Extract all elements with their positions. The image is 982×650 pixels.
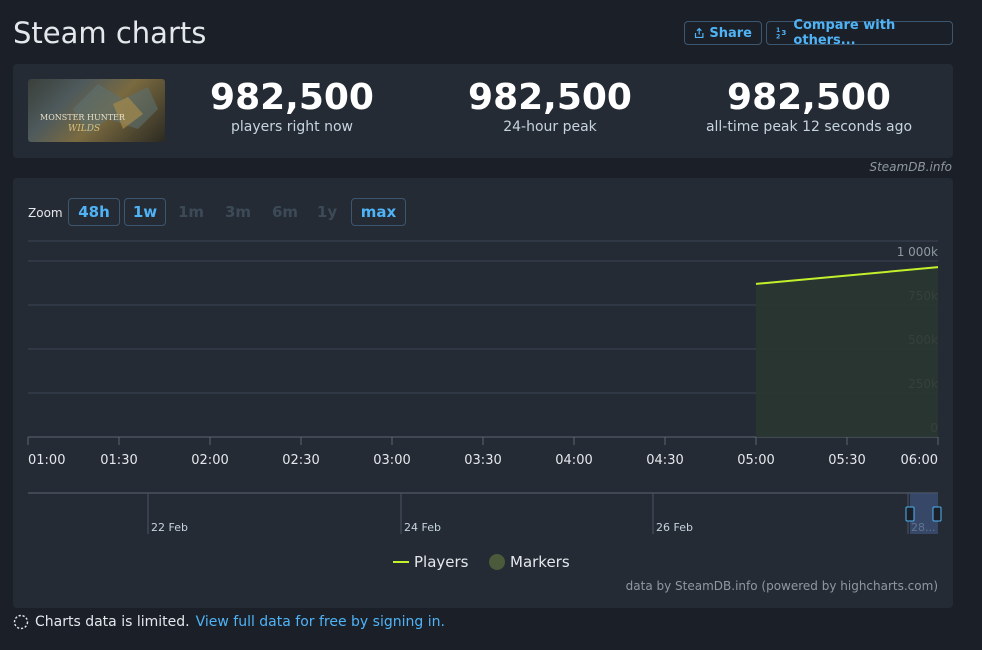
svg-text:MONSTER HUNTER: MONSTER HUNTER <box>40 113 126 122</box>
x-tick-label: 02:30 <box>282 453 319 468</box>
zoom-label: Zoom <box>28 206 63 220</box>
stat-label: 24-hour peak <box>503 119 597 135</box>
x-tick-label: 01:00 <box>28 453 65 468</box>
stat-label: players right now <box>231 119 353 135</box>
svg-text:WILDS: WILDS <box>68 124 100 134</box>
stats-card: MONSTER HUNTER WILDS 982,500 players rig… <box>13 64 953 158</box>
zoom-max-button[interactable]: max <box>351 198 406 226</box>
steamdb-credit: SteamDB.info <box>869 160 952 174</box>
zoom-1m-button[interactable]: 1m <box>177 203 205 221</box>
navigator-left-handle <box>905 506 915 522</box>
game-art-logo: MONSTER HUNTER WILDS <box>40 84 158 134</box>
x-tick-label: 03:00 <box>373 453 410 468</box>
compare-button[interactable]: 1 2 3 Compare with others... <box>766 18 953 48</box>
legend-players-label: Players <box>414 553 469 571</box>
sign-in-link[interactable]: View full data for free by signing in. <box>195 614 445 630</box>
compare-label: Compare with others... <box>793 18 896 48</box>
share-button[interactable]: Share <box>684 21 762 45</box>
share-icon <box>694 27 704 39</box>
x-tick-label: 06:00 <box>901 453 938 468</box>
game-thumbnail[interactable]: MONSTER HUNTER WILDS <box>28 79 165 142</box>
chart-footer-credit: data by SteamDB.info (powered by highcha… <box>626 579 938 593</box>
x-tick-label: 03:30 <box>464 453 501 468</box>
player-chart[interactable]: 0250k500k750k1 000k01:0001:3002:0002:300… <box>13 178 953 608</box>
x-tick-label: 01:30 <box>100 453 137 468</box>
navigator-label: 22 Feb <box>151 521 188 534</box>
x-tick-label: 05:00 <box>737 453 774 468</box>
players-line <box>755 266 939 285</box>
stat-value: 982,500 <box>210 77 374 118</box>
players-area <box>756 267 938 437</box>
zoom-1y-button[interactable]: 1y <box>316 203 338 221</box>
legend-markers-label: Markers <box>510 553 570 571</box>
notice-text: Charts data is limited. <box>35 614 190 630</box>
x-tick-label: 04:00 <box>555 453 592 468</box>
zoom-48h-button[interactable]: 48h <box>68 198 120 226</box>
zoom-6m-button[interactable]: 6m <box>271 203 299 221</box>
share-label: Share <box>709 25 752 41</box>
stat-value: 982,500 <box>468 77 632 118</box>
sort-numeric-icon: 1 2 3 <box>776 27 786 40</box>
zoom-3m-button[interactable]: 3m <box>224 203 252 221</box>
svg-text:3: 3 <box>781 28 786 37</box>
navigator-label: 26 Feb <box>656 521 693 534</box>
navigator-label: 24 Feb <box>404 521 441 534</box>
limited-data-notice: Charts data is limited. View full data f… <box>13 614 445 630</box>
stat-label: all-time peak 12 seconds ago <box>705 119 913 135</box>
x-tick-label: 02:00 <box>191 453 228 468</box>
stat-24h-peak: 982,500 24-hour peak <box>454 77 646 136</box>
svg-text:2: 2 <box>776 33 780 40</box>
stat-all-time-peak: 982,500 all-time peak 12 seconds ago <box>703 77 915 136</box>
loading-circle-icon <box>13 614 29 630</box>
chart-card: Zoom 48h 1w 1m 3m 6m 1y max 0250k500k750… <box>13 178 953 608</box>
page-title: Steam charts <box>13 16 207 50</box>
svg-text:1: 1 <box>776 27 780 34</box>
zoom-1w-button[interactable]: 1w <box>124 198 166 226</box>
x-tick-label: 05:30 <box>828 453 865 468</box>
stat-value: 982,500 <box>727 77 891 118</box>
stat-current-players: 982,500 players right now <box>196 77 388 136</box>
legend-markers-swatch <box>489 554 505 570</box>
navigator-right-handle <box>932 506 942 522</box>
x-tick-label: 04:30 <box>646 453 683 468</box>
y-tick-label: 1 000k <box>897 245 938 259</box>
